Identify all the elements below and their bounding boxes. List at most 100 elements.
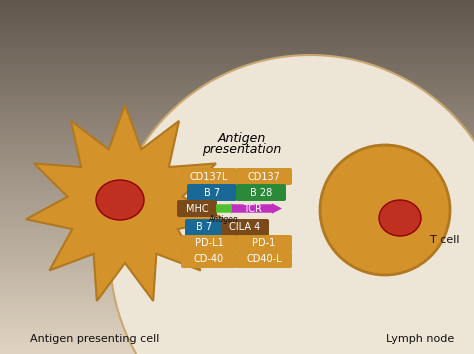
- FancyArrow shape: [216, 203, 238, 214]
- FancyBboxPatch shape: [182, 235, 237, 251]
- Bar: [0, 42, 474, 46]
- Circle shape: [320, 145, 450, 275]
- FancyBboxPatch shape: [237, 235, 292, 251]
- Bar: [0, 262, 474, 266]
- FancyBboxPatch shape: [177, 200, 217, 217]
- Bar: [0, 159, 474, 163]
- Bar: [0, 163, 474, 166]
- Bar: [0, 25, 474, 28]
- Bar: [0, 241, 474, 244]
- Bar: [0, 198, 474, 202]
- Bar: [0, 32, 474, 35]
- Bar: [0, 135, 474, 138]
- Text: B 28: B 28: [250, 188, 272, 198]
- Text: B 7: B 7: [196, 223, 212, 233]
- Bar: [0, 113, 474, 117]
- Bar: [0, 269, 474, 273]
- Bar: [0, 304, 474, 308]
- Bar: [0, 7, 474, 11]
- Bar: [0, 0, 474, 4]
- Bar: [0, 14, 474, 18]
- Text: CD40-L: CD40-L: [246, 255, 282, 264]
- Ellipse shape: [96, 180, 144, 220]
- Bar: [0, 117, 474, 120]
- Text: Lymph node: Lymph node: [386, 334, 454, 344]
- Bar: [0, 312, 474, 315]
- Bar: [0, 191, 474, 195]
- Bar: [0, 4, 474, 7]
- Bar: [0, 287, 474, 290]
- FancyArrow shape: [232, 203, 282, 214]
- Text: MHC: MHC: [186, 204, 208, 213]
- Text: Antigen: Antigen: [209, 216, 238, 224]
- Bar: [0, 234, 474, 237]
- Text: presentation: presentation: [202, 143, 282, 156]
- Bar: [0, 343, 474, 347]
- Bar: [0, 326, 474, 329]
- Bar: [0, 216, 474, 219]
- Bar: [0, 138, 474, 142]
- Bar: [0, 64, 474, 67]
- Bar: [0, 219, 474, 223]
- Text: PD-L1: PD-L1: [195, 239, 223, 249]
- Bar: [0, 322, 474, 326]
- Bar: [0, 347, 474, 350]
- Bar: [0, 85, 474, 88]
- Bar: [0, 142, 474, 145]
- Bar: [0, 177, 474, 181]
- Bar: [0, 78, 474, 81]
- Bar: [0, 103, 474, 106]
- Bar: [0, 156, 474, 159]
- Bar: [0, 152, 474, 156]
- Bar: [0, 297, 474, 301]
- Bar: [0, 212, 474, 216]
- Bar: [0, 230, 474, 234]
- Circle shape: [110, 55, 474, 354]
- FancyBboxPatch shape: [237, 169, 292, 184]
- Bar: [0, 50, 474, 53]
- Bar: [0, 283, 474, 287]
- Bar: [0, 181, 474, 184]
- Bar: [0, 202, 474, 205]
- Bar: [0, 127, 474, 131]
- Bar: [0, 248, 474, 251]
- Bar: [0, 273, 474, 276]
- Bar: [0, 71, 474, 74]
- Bar: [0, 188, 474, 191]
- Text: Antigen: Antigen: [218, 132, 266, 145]
- Bar: [0, 96, 474, 99]
- Bar: [0, 92, 474, 96]
- Bar: [0, 106, 474, 110]
- Bar: [0, 255, 474, 258]
- Bar: [0, 149, 474, 152]
- Bar: [0, 244, 474, 248]
- Bar: [0, 53, 474, 57]
- Bar: [0, 319, 474, 322]
- Bar: [0, 209, 474, 212]
- Bar: [0, 11, 474, 14]
- Bar: [0, 35, 474, 39]
- FancyBboxPatch shape: [182, 251, 237, 268]
- Text: CD137: CD137: [247, 171, 281, 182]
- Bar: [0, 145, 474, 149]
- Bar: [0, 67, 474, 71]
- Bar: [0, 280, 474, 283]
- FancyBboxPatch shape: [188, 184, 237, 200]
- Bar: [0, 184, 474, 188]
- Bar: [0, 99, 474, 103]
- Text: B 7: B 7: [204, 188, 220, 198]
- Bar: [0, 88, 474, 92]
- Bar: [0, 124, 474, 127]
- Bar: [0, 28, 474, 32]
- Bar: [0, 237, 474, 241]
- Bar: [0, 110, 474, 113]
- Bar: [0, 350, 474, 354]
- Bar: [0, 120, 474, 124]
- Text: TCR: TCR: [243, 204, 262, 213]
- Bar: [0, 21, 474, 25]
- Bar: [0, 46, 474, 50]
- Bar: [0, 336, 474, 340]
- Bar: [0, 223, 474, 227]
- Bar: [0, 166, 474, 170]
- Bar: [0, 170, 474, 173]
